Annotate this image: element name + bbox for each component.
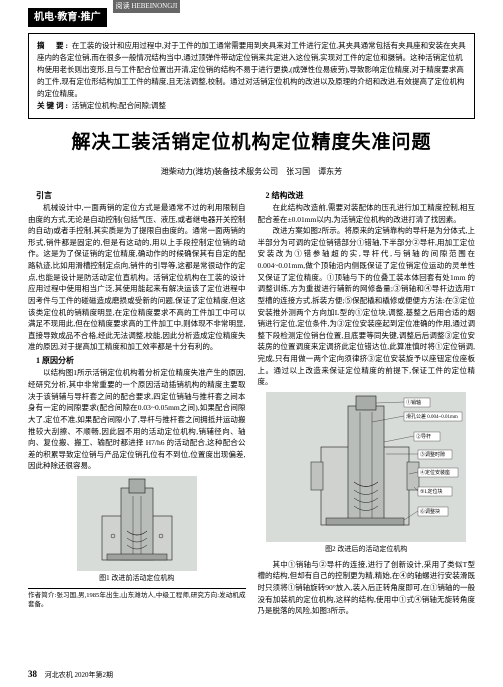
abstract-text: 在工装的设计和应用过程中,对于工件的加工通常需要用到夹具来对工件进行定位,其夹具… (37, 41, 466, 98)
structure-p2: 改进方案如图2所示。将原来的定销靠构的导杆是为分体式,上半部分为可调的定位销错部… (258, 225, 476, 388)
body-columns: 引言 机械设计中,一面两销的定位方式是最通常不过的利用限制自由度的方式,无论是自… (28, 188, 475, 617)
figure-1-svg (77, 476, 197, 571)
page-footer: 38 河北农机 2020年第2期 (28, 668, 113, 682)
figure-1: 图1 改进前活动定位机构 (28, 476, 246, 584)
article-title: 解决工装活销定位机构定位精度失准问题 (28, 129, 475, 158)
figure-2-svg: ①销轴 滑孔公差 0.004~0.01mm ②导杆 ③调整时隙 ④定位安装座 ⑤ (266, 392, 466, 542)
issue-info: 2020年第2期 (75, 671, 114, 679)
section-title-intro: 引言 (28, 190, 246, 202)
page-number: 38 (28, 669, 37, 679)
category-header: 机电·教育·推广 (28, 8, 107, 27)
section-title-1: 1 原因分析 (28, 355, 246, 367)
brand-tag: 阅读 HEBEINONGJI (113, 0, 181, 13)
keywords-label: 关键词: (37, 101, 70, 110)
figure-1-caption: 图1 改进前活动定位机构 (28, 573, 246, 584)
journal-name: 河北农机 (45, 671, 73, 679)
fig2-label-2: 滑孔公差 0.004~0.01mm (406, 413, 458, 420)
left-column: 引言 机械设计中,一面两销的定位方式是最通常不过的利用限制自由度的方式,无论是自… (28, 188, 246, 617)
abstract-label: 摘 要: (37, 41, 70, 50)
figure-2-caption: 图2 改进后的活动定位机构 (258, 544, 476, 555)
figure-2: ①销轴 滑孔公差 0.004~0.01mm ②导杆 ③调整时隙 ④定位安装座 ⑤ (258, 392, 476, 555)
right-column: 2 结构改进 在此结构改造前,需要对装配体的压孔进行加工精度控制,相互配合差在±… (258, 188, 476, 617)
structure-p3: 其中①销轴与②导杆的连接,进行了创新设计,采用了类似T型槽的结构,但却有自己的控… (258, 559, 476, 617)
intro-paragraph: 机械设计中,一面两销的定位方式是最通常不过的利用限制自由度的方式,无论是自动控制… (28, 202, 246, 353)
fig2-label-4: ③调整时隙 (420, 451, 445, 458)
keywords-text: 活销定位机构;配合间隙;调整 (72, 101, 166, 110)
fig2-label-6: ⑤L定位块 (420, 488, 443, 495)
structure-p1: 在此结构改造前,需要对装配体的压孔进行加工精度控制,相互配合差在±0.01mm以… (258, 202, 476, 225)
fig2-label-1: ①销轴 (406, 399, 421, 406)
author-line: 潍柴动力(潍坊)装备技术服务公司 张习国 谭东芳 (0, 166, 503, 178)
section-title-2: 2 结构改进 (258, 190, 476, 202)
fig2-label-5: ④定位安装座 (420, 469, 450, 476)
fig2-label-7: ⑥调整块 (420, 508, 440, 515)
author-bio: 作者简介:张习国,男,1985年出生,山东潍坊人,中级工程师,研究方向:发动机成… (28, 588, 246, 609)
analysis-paragraph: 以结构图1所示活销定位机构着分析定位精度失准产生的原因,经研究分析,其中非常重要… (28, 367, 246, 472)
abstract-box: 摘 要: 在工装的设计和应用过程中,对于工件的加工通常需要用到夹具来对工件进行定… (28, 33, 475, 119)
fig2-label-3: ②导杆 (416, 433, 431, 440)
